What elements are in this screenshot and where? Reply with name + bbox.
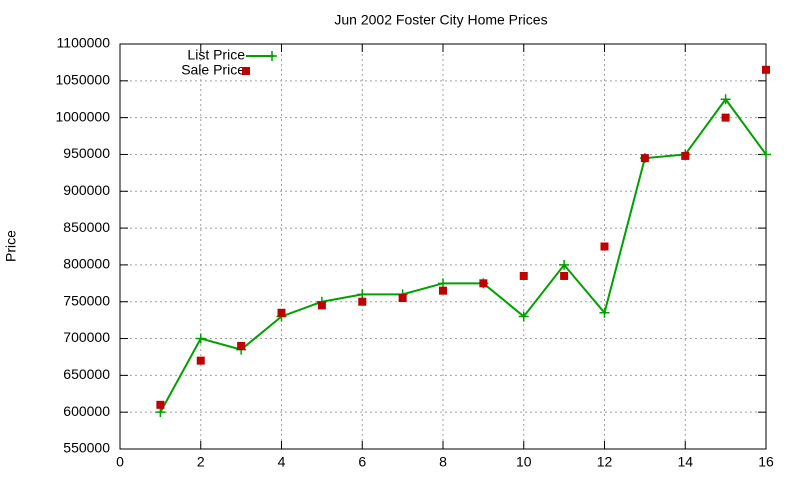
point-marker <box>519 271 528 280</box>
point-marker <box>196 356 205 365</box>
series-line <box>159 97 767 413</box>
x-tick-label: 8 <box>439 454 447 470</box>
x-tick-label: 14 <box>677 454 693 470</box>
point-marker <box>438 278 448 289</box>
legend-marker <box>242 67 250 75</box>
y-tick-label: 1100000 <box>57 35 111 51</box>
point-marker <box>761 149 771 160</box>
chart-title: Jun 2002 Foster City Home Prices <box>334 12 547 28</box>
point-marker <box>155 407 166 418</box>
plot-border <box>119 43 767 450</box>
x-tick-label: 16 <box>758 454 774 470</box>
point-marker <box>357 289 368 300</box>
y-axis-label: Price <box>3 230 19 262</box>
point-marker <box>358 297 367 306</box>
y-tick-label: 700000 <box>63 329 110 345</box>
y-tick-label: 1000000 <box>55 108 110 124</box>
x-tick-label: 6 <box>358 454 366 470</box>
point-marker <box>599 307 610 318</box>
legend-marker <box>267 51 277 61</box>
y-tick-label: 650000 <box>63 366 110 382</box>
point-marker <box>518 311 529 322</box>
point-marker <box>277 308 286 317</box>
point-marker <box>600 242 609 251</box>
y-tick-label: 600000 <box>63 403 110 419</box>
point-marker <box>479 279 488 288</box>
y-tick-label: 850000 <box>63 219 110 235</box>
y-tick-label: 950000 <box>63 145 110 161</box>
x-tick-label: 10 <box>516 454 532 470</box>
point-marker <box>640 154 649 163</box>
point-marker <box>237 341 246 350</box>
x-tick-label: 2 <box>197 454 205 470</box>
y-tick-label: 750000 <box>63 292 110 308</box>
point-marker <box>156 400 165 409</box>
y-tick-label: 550000 <box>63 440 110 456</box>
legend-label: Sale Price <box>181 62 245 78</box>
x-tick-label: 4 <box>278 454 286 470</box>
y-tick-label: 800000 <box>63 256 110 272</box>
point-marker <box>317 301 326 310</box>
x-tick-label: 12 <box>597 454 613 470</box>
point-marker <box>681 151 690 160</box>
point-marker <box>721 113 730 122</box>
point-marker <box>560 271 569 280</box>
y-tick-label: 900000 <box>63 182 110 198</box>
point-marker <box>762 65 770 74</box>
point-marker <box>398 294 407 303</box>
point-marker <box>439 286 447 295</box>
x-tick-label: 0 <box>116 454 124 470</box>
legend-label: List Price <box>187 47 245 63</box>
point-marker <box>720 94 731 105</box>
y-tick-label: 1050000 <box>55 72 110 88</box>
point-marker <box>559 259 570 270</box>
point-marker <box>195 333 206 344</box>
